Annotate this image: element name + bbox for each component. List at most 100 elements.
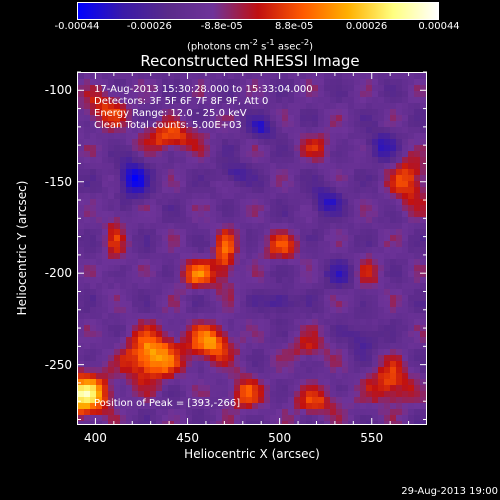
heatmap-cell (282, 421, 289, 424)
heatmap-cell (402, 145, 409, 152)
heatmap-cell (336, 229, 343, 236)
heatmap-cell (192, 157, 199, 164)
heatmap-cell (228, 73, 235, 80)
heatmap-cell (138, 247, 145, 254)
heatmap-cell (120, 271, 127, 278)
heatmap-cell (414, 319, 421, 326)
heatmap-cell (234, 229, 241, 236)
heatmap-cell (198, 295, 205, 302)
heatmap-cell (222, 265, 229, 272)
heatmap-cell (216, 373, 223, 380)
heatmap-cell (210, 313, 217, 320)
heatmap-cell (408, 193, 415, 200)
heatmap-cell (120, 289, 127, 296)
info-time-range: 17-Aug-2013 15:30:28.000 to 15:33:04.000 (94, 84, 313, 95)
heatmap-cell (186, 79, 193, 86)
heatmap-cell (150, 181, 157, 188)
heatmap-cell (312, 337, 319, 344)
heatmap-cell (84, 127, 91, 134)
heatmap-cell (390, 139, 397, 146)
heatmap-cell (186, 415, 193, 422)
heatmap-cell (240, 343, 247, 350)
heatmap-cell (360, 181, 367, 188)
heatmap-cell (150, 421, 157, 424)
heatmap-cell (234, 205, 241, 212)
colorbar-tick-label: -0.00044 (54, 21, 100, 32)
heatmap-cell (96, 187, 103, 194)
heatmap-cell (324, 121, 331, 128)
heatmap-cell (180, 127, 187, 134)
heatmap-cell (120, 325, 127, 332)
heatmap-cell (84, 379, 91, 386)
heatmap-cell (162, 169, 169, 176)
heatmap-cell (96, 115, 103, 122)
heatmap-cell (420, 169, 426, 176)
heatmap-cell (132, 133, 139, 140)
heatmap-cell (150, 277, 157, 284)
heatmap-cell (126, 379, 133, 386)
heatmap-cell (294, 421, 301, 424)
heatmap-cell (258, 157, 265, 164)
heatmap-cell (360, 109, 367, 116)
heatmap-cell (282, 157, 289, 164)
heatmap-cell (372, 343, 379, 350)
heatmap-cell (348, 397, 355, 404)
heatmap-cell (384, 181, 391, 188)
heatmap-cell (168, 169, 175, 176)
heatmap-cell (396, 97, 403, 104)
heatmap-cell (288, 313, 295, 320)
heatmap-cell (150, 241, 157, 248)
heatmap-cell (138, 151, 145, 158)
heatmap-cell (408, 283, 415, 290)
heatmap-cell (324, 163, 331, 170)
heatmap-cell (120, 259, 127, 266)
heatmap-cell (234, 385, 241, 392)
heatmap-cell (324, 367, 331, 374)
heatmap-cell (336, 211, 343, 218)
heatmap-cell (150, 199, 157, 206)
heatmap-cell (300, 283, 307, 290)
heatmap-cell (126, 145, 133, 152)
heatmap-cell (384, 373, 391, 380)
heatmap-cell (252, 235, 259, 242)
heatmap-cell (198, 391, 205, 398)
heatmap-cell (108, 271, 115, 278)
heatmap-cell (168, 211, 175, 218)
heatmap-cell (300, 115, 307, 122)
heatmap-cell (132, 91, 139, 98)
heatmap-cell (150, 193, 157, 200)
heatmap-cell (360, 211, 367, 218)
heatmap-cell (108, 253, 115, 260)
heatmap-cell (228, 127, 235, 134)
heatmap-cell (378, 217, 385, 224)
heatmap-cell (162, 121, 169, 128)
heatmap-cell (300, 253, 307, 260)
heatmap-cell (336, 205, 343, 212)
heatmap-cell (120, 301, 127, 308)
heatmap-cell (384, 391, 391, 398)
heatmap-cell (402, 421, 409, 424)
heatmap-cell (294, 175, 301, 182)
heatmap-cell (294, 397, 301, 404)
heatmap-cell (180, 355, 187, 362)
heatmap-cell (300, 241, 307, 248)
heatmap-cell (132, 343, 139, 350)
heatmap-cell (312, 247, 319, 254)
heatmap-cell (222, 325, 229, 332)
heatmap-cell (246, 319, 253, 326)
heatmap-cell (252, 229, 259, 236)
heatmap-cell (348, 349, 355, 356)
heatmap-cell (408, 175, 415, 182)
heatmap-cell (378, 103, 385, 110)
heatmap-cell (396, 379, 403, 386)
heatmap-cell (408, 91, 415, 98)
heatmap-cell (90, 91, 97, 98)
heatmap-cell (312, 163, 319, 170)
heatmap-cell (318, 127, 325, 134)
heatmap-cell (192, 385, 199, 392)
heatmap-cell (336, 193, 343, 200)
heatmap-cell (390, 289, 397, 296)
heatmap-cell (420, 331, 426, 338)
heatmap-cell (420, 187, 426, 194)
heatmap-cell (198, 97, 205, 104)
